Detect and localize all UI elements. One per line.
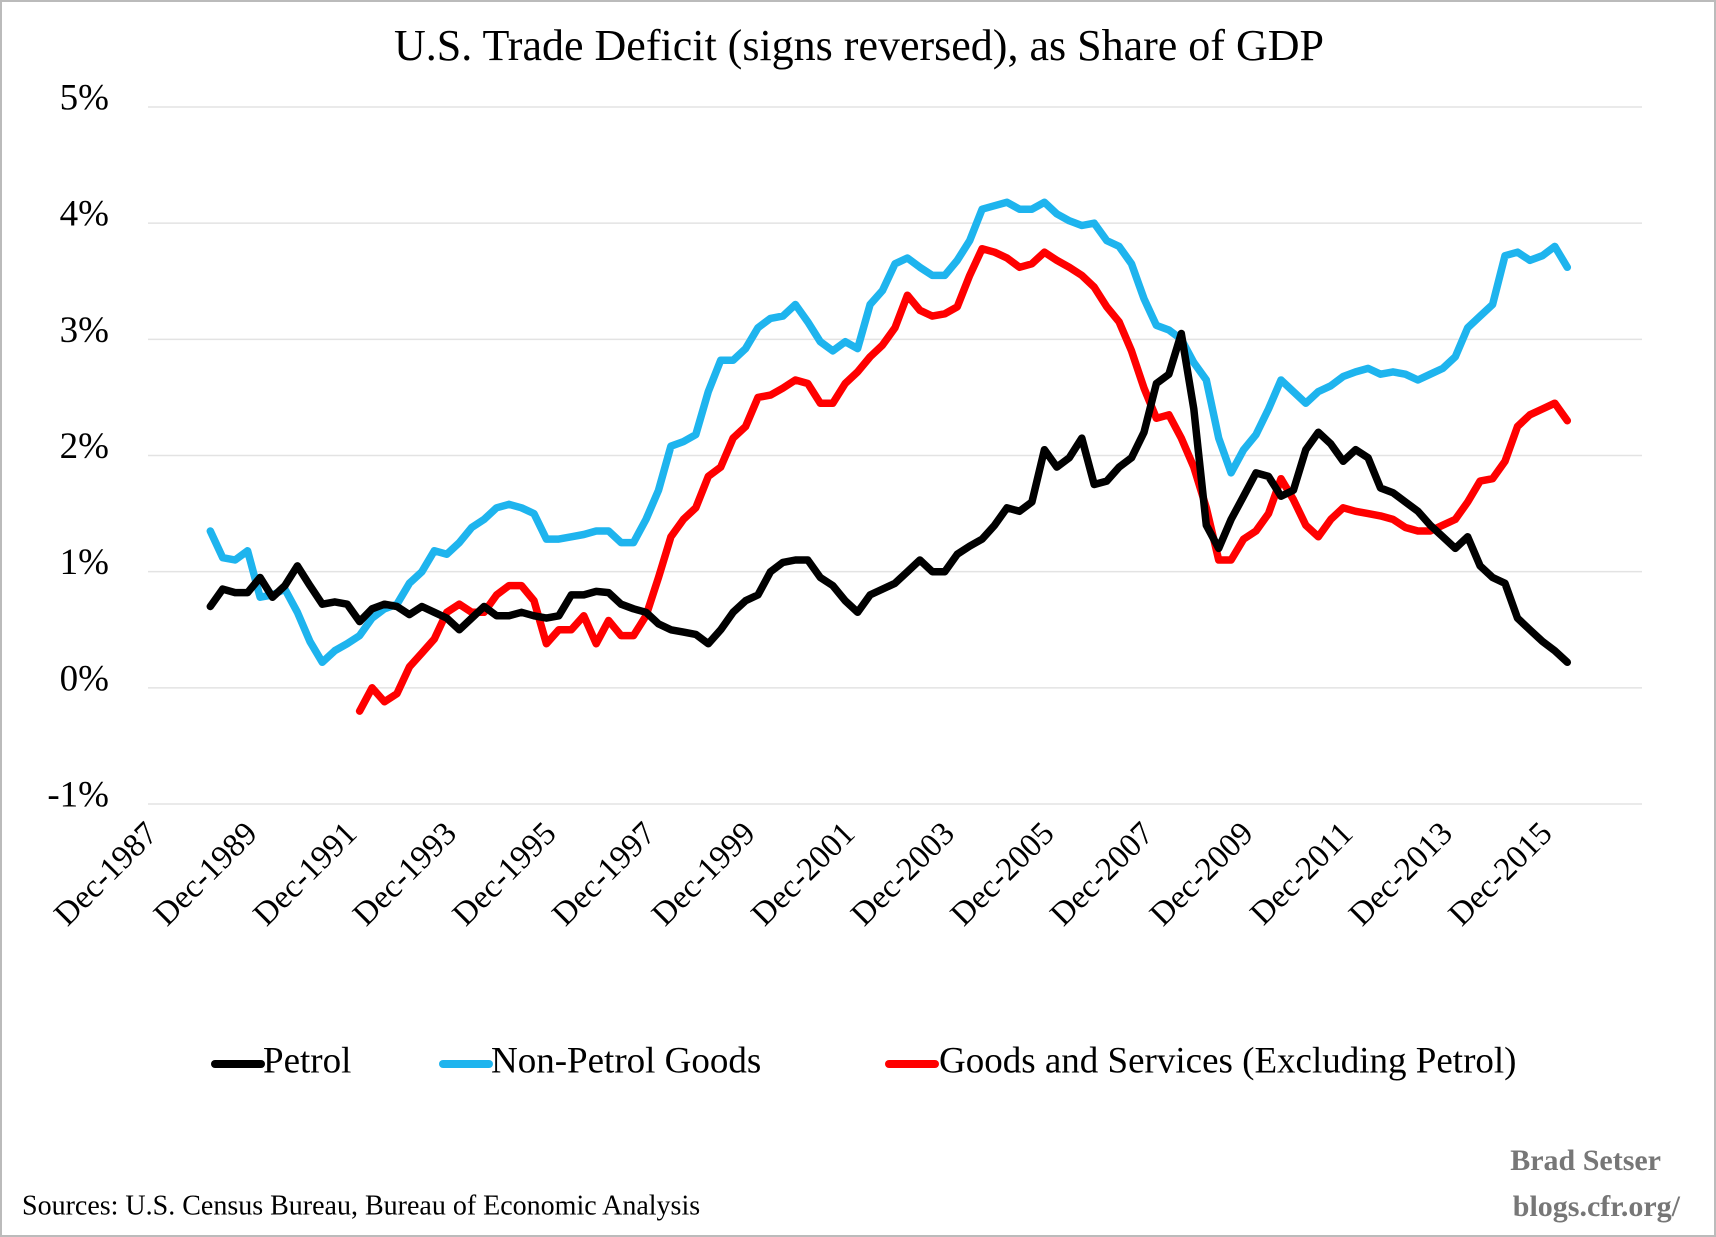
legend-label: Petrol: [263, 1040, 351, 1081]
legend-label: Non-Petrol Goods: [491, 1040, 761, 1081]
credit-url: blogs.cfr.org/: [1513, 1190, 1681, 1223]
y-tick-label: 2%: [60, 426, 109, 467]
chart-title: U.S. Trade Deficit (signs reversed), as …: [394, 21, 1324, 70]
y-tick-label: 0%: [60, 658, 109, 699]
series-line: [355, 244, 1572, 715]
series-line: [206, 329, 1572, 667]
credit-name: Brad Setser: [1510, 1144, 1661, 1177]
y-tick-label: -1%: [47, 774, 109, 815]
legend-label: Goods and Services (Excluding Petrol): [939, 1040, 1517, 1081]
series-line: [206, 198, 1572, 667]
y-tick-label: 3%: [60, 310, 109, 351]
y-tick-label: 1%: [60, 542, 109, 583]
y-tick-label: 5%: [60, 77, 109, 118]
sources: Sources: U.S. Census Bureau, Bureau of E…: [22, 1190, 700, 1221]
y-tick-label: 4%: [60, 194, 109, 235]
